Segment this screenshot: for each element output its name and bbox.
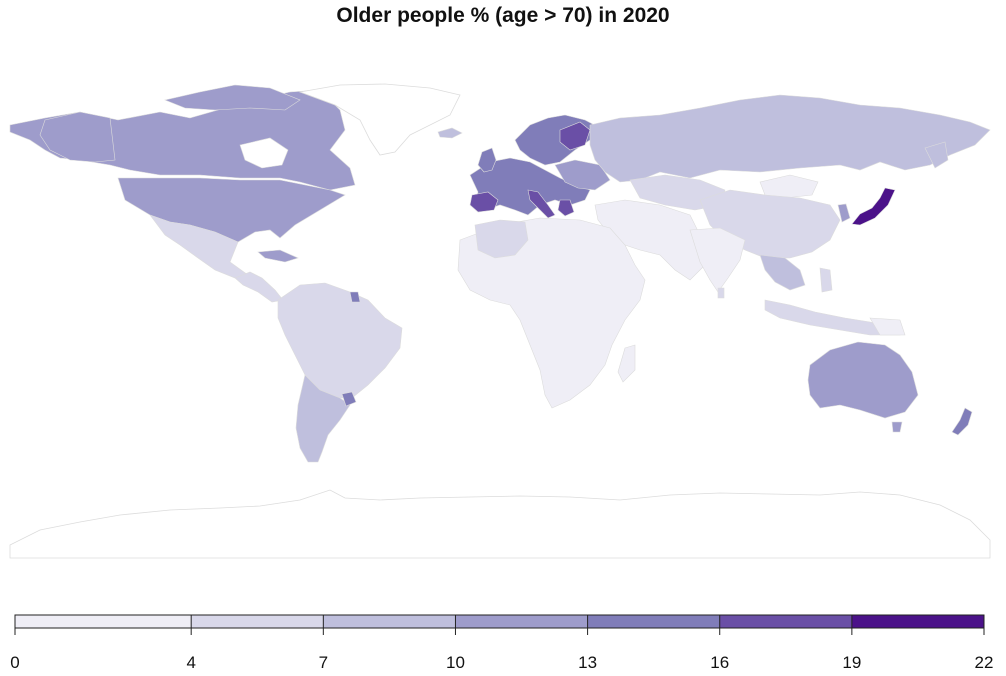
region-tasmania[interactable] xyxy=(891,421,903,433)
region-usa[interactable] xyxy=(117,177,346,243)
region-new-zealand[interactable] xyxy=(951,407,973,436)
region-antarctica xyxy=(9,489,991,559)
region-french-guiana[interactable] xyxy=(349,291,361,303)
legend xyxy=(14,614,985,635)
legend-swatch xyxy=(455,615,588,628)
region-cuba[interactable] xyxy=(257,249,299,263)
region-southern-cone[interactable] xyxy=(295,374,351,463)
legend-tick-label: 0 xyxy=(10,653,20,672)
region-scandinavia[interactable] xyxy=(514,114,601,166)
legend-swatch xyxy=(15,615,192,628)
region-central-america[interactable] xyxy=(234,271,284,303)
region-mongolia[interactable] xyxy=(759,174,819,199)
legend-tick-label: 19 xyxy=(842,653,862,672)
region-canada-arctic[interactable] xyxy=(163,84,301,111)
region-india[interactable] xyxy=(689,227,746,293)
legend-swatch xyxy=(851,615,984,628)
region-philippines[interactable] xyxy=(819,267,833,293)
legend-tick-label: 22 xyxy=(974,653,994,672)
region-finland[interactable] xyxy=(559,121,591,151)
region-iberia[interactable] xyxy=(469,191,499,213)
legend-swatch xyxy=(323,615,456,628)
legend-tick-label: 10 xyxy=(445,653,465,672)
region-russia[interactable] xyxy=(589,94,991,183)
legend-tick-label: 4 xyxy=(186,653,196,672)
region-australia[interactable] xyxy=(807,341,919,419)
map-title: Older people % (age > 70) in 2020 xyxy=(336,4,670,27)
region-africa[interactable] xyxy=(457,217,646,409)
region-north-africa[interactable] xyxy=(474,219,529,259)
region-japan[interactable] xyxy=(851,187,896,226)
region-sri-lanka[interactable] xyxy=(717,287,725,299)
region-greece[interactable] xyxy=(557,199,575,217)
legend-tick-label: 13 xyxy=(578,653,598,672)
region-alaska[interactable] xyxy=(39,111,116,163)
region-greenland xyxy=(298,83,461,156)
region-british-isles[interactable] xyxy=(477,147,497,173)
region-uruguay[interactable] xyxy=(341,391,357,407)
region-italy[interactable] xyxy=(527,189,556,219)
region-southeast-asia[interactable] xyxy=(759,254,806,291)
region-kamchatka[interactable] xyxy=(924,141,949,169)
region-korea[interactable] xyxy=(837,203,851,223)
region-eastern-europe[interactable] xyxy=(554,159,611,191)
legend-swatch xyxy=(587,615,720,628)
region-iceland[interactable] xyxy=(437,127,463,139)
legend-tick-label: 16 xyxy=(710,653,730,672)
region-madagascar[interactable] xyxy=(617,344,636,383)
hudson-bay xyxy=(239,137,289,169)
region-papua-new-guinea[interactable] xyxy=(869,317,906,336)
legend-swatch xyxy=(719,615,852,628)
legend-swatch xyxy=(191,615,324,628)
region-south-america-north[interactable] xyxy=(277,282,403,399)
legend-tick-label: 7 xyxy=(318,653,329,672)
